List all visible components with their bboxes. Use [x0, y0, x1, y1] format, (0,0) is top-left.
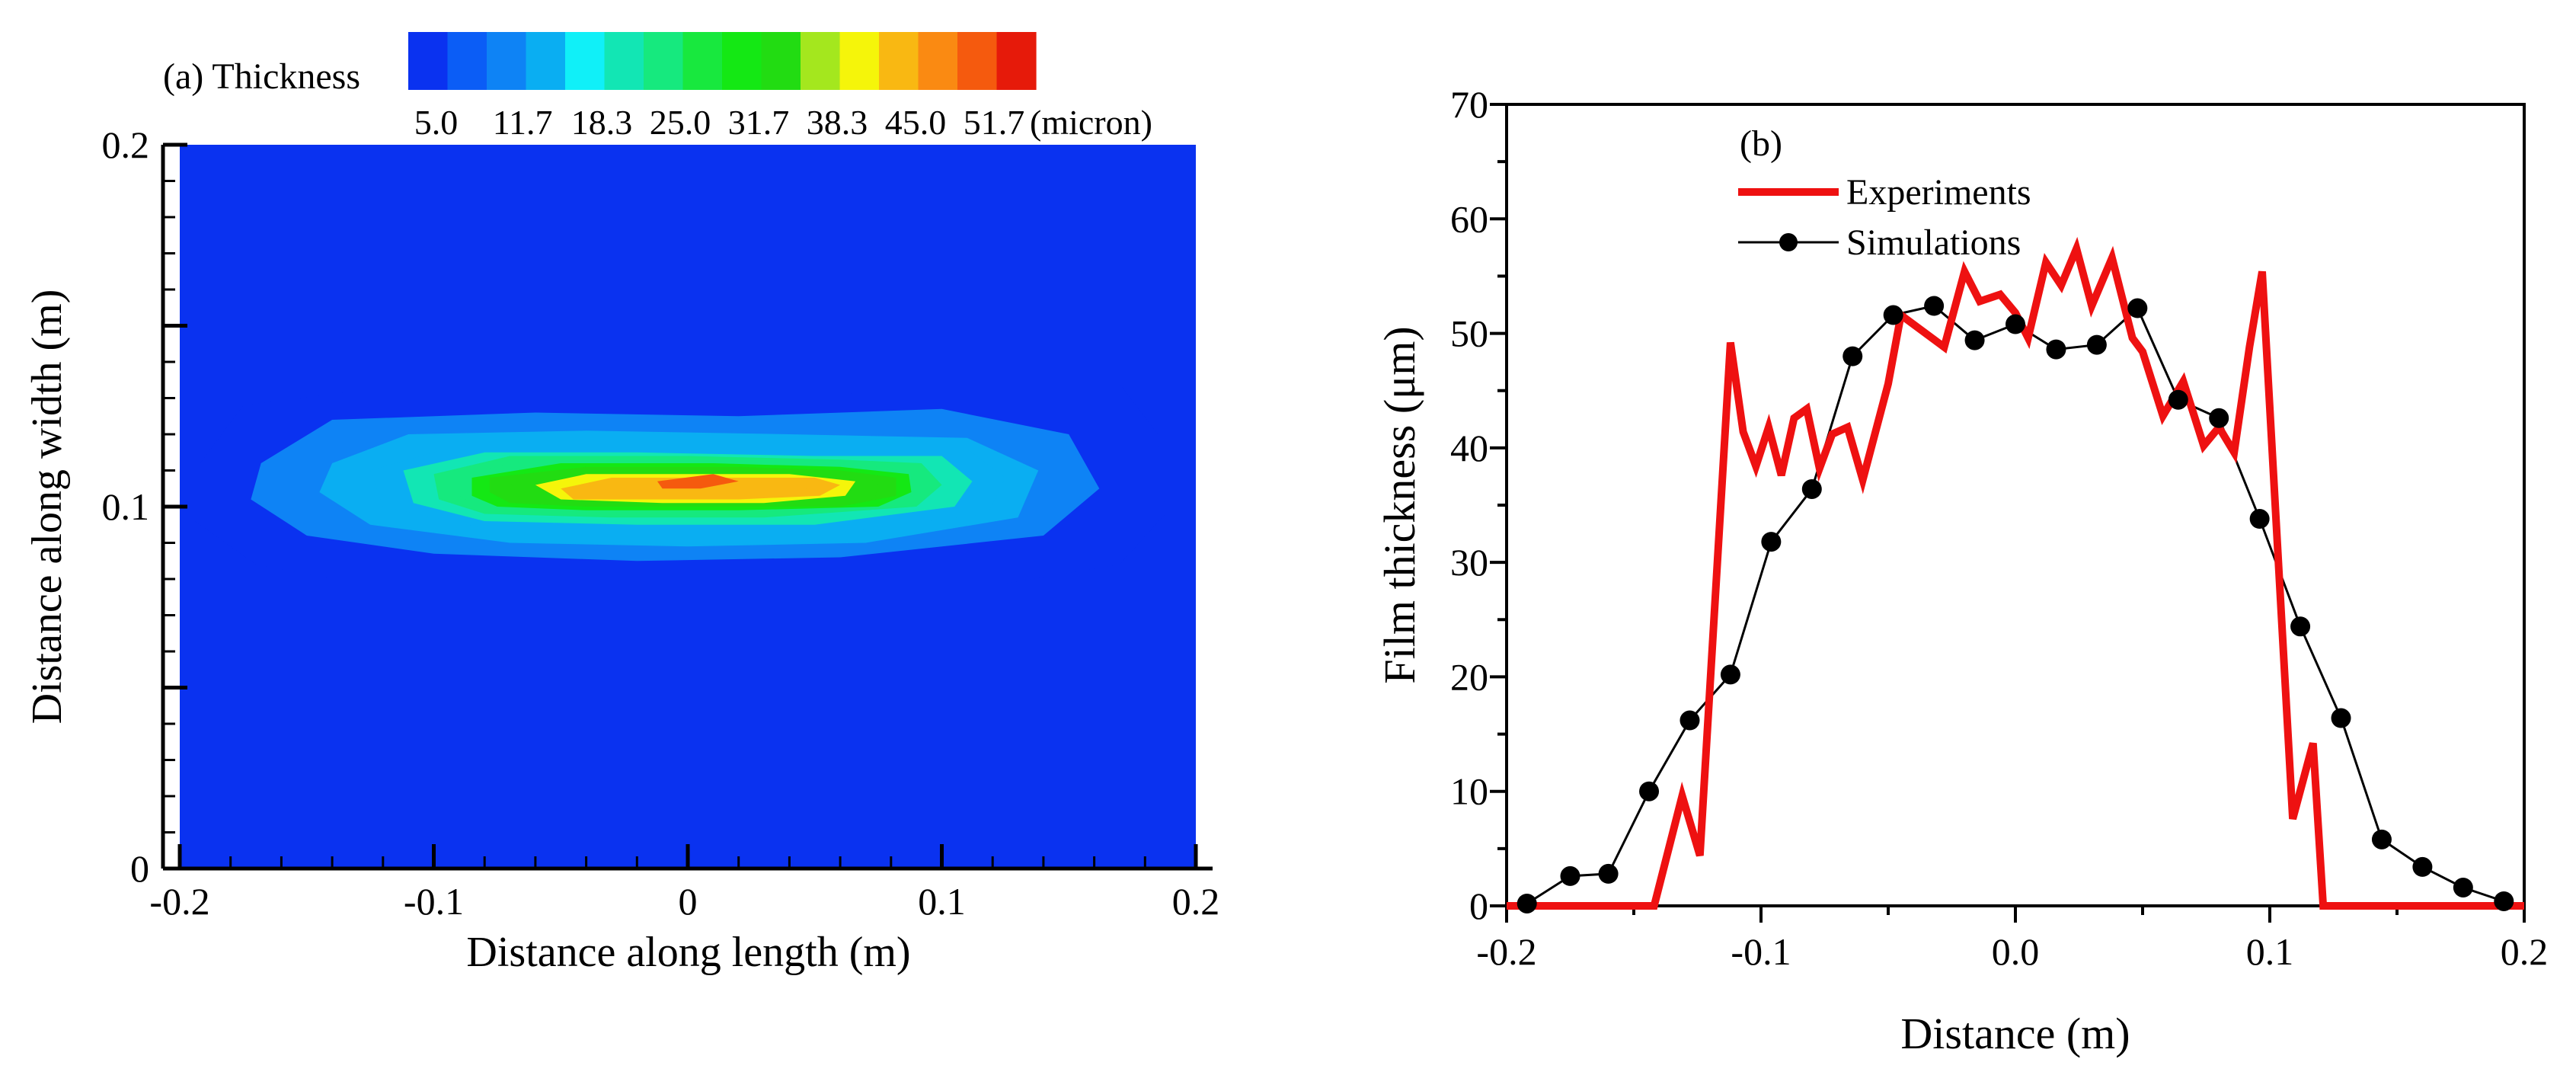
- colorbar-swatch: [644, 32, 684, 90]
- line-chart-y-tick-label: 60: [1450, 197, 1488, 240]
- legend-simulations-marker: [1779, 233, 1798, 251]
- line-chart-x-tick-label: 0.2: [2501, 930, 2549, 973]
- colorbar-swatch: [447, 32, 487, 90]
- simulations-point: [1801, 478, 1822, 499]
- simulations-point: [1517, 893, 1537, 913]
- colorbar-swatch: [761, 32, 801, 90]
- simulations-point: [2046, 339, 2066, 360]
- line-chart-legend: Experiments Simulations: [1738, 172, 2031, 263]
- simulations-point: [2412, 856, 2433, 877]
- contour-x-ticks: -0.2 -0.1 0 0.1 0.2: [149, 844, 1219, 923]
- line-chart-y-ticks: 0 10 20 30 40 50 60 70: [1450, 83, 1507, 927]
- colorbar-swatch: [879, 32, 919, 90]
- line-chart-y-tick-label: 30: [1450, 541, 1488, 584]
- panel-a-contour-plot: -0.2 -0.1 0 0.1 0.2 0 0.1 0.2 Distance along l…: [24, 32, 1219, 976]
- simulations-point: [1883, 305, 1903, 325]
- colorbar-swatch: [801, 32, 841, 90]
- contour-panel-label: (a) Thickness: [163, 56, 360, 97]
- simulations-point: [1598, 863, 1619, 884]
- line-chart-y-axis-label: Film thickness (μm): [1375, 326, 1424, 683]
- simulations-point: [2331, 708, 2351, 728]
- simulations-point: [2290, 616, 2311, 637]
- colorbar-swatch: [722, 32, 762, 90]
- colorbar-tick-label: 51.7: [964, 103, 1025, 142]
- simulations-point: [2127, 298, 2148, 318]
- line-chart-y-tick-label: 10: [1450, 770, 1488, 813]
- colorbar-swatch: [957, 32, 998, 90]
- contour-x-tick-label: 0.1: [918, 880, 966, 923]
- contour-y-axis-label: Distance along width (m): [24, 290, 71, 725]
- colorbar-swatch: [918, 32, 958, 90]
- colorbar-tick-label: 18.3: [571, 103, 633, 142]
- line-chart-series: [1507, 236, 2524, 913]
- colorbar-swatch: [526, 32, 566, 90]
- simulations-point: [1639, 781, 1660, 801]
- colorbar-swatch: [839, 32, 880, 90]
- line-chart-x-tick-label: 0.0: [1992, 930, 2040, 973]
- simulations-point: [2209, 408, 2229, 428]
- simulations-point: [2006, 314, 2025, 334]
- line-chart-panel-label: (b): [1740, 123, 1782, 164]
- contour-x-axis-label: Distance along length (m): [466, 929, 910, 976]
- line-chart-x-ticks: -0.2 -0.1 0.0 0.1 0.2: [1476, 906, 2548, 973]
- simulations-point: [1680, 710, 1700, 731]
- line-chart-y-tick-label: 50: [1450, 312, 1488, 355]
- simulations-point: [1843, 346, 1863, 366]
- colorbar-swatch: [604, 32, 644, 90]
- contour-y-tick-label: 0.2: [102, 123, 150, 166]
- simulations-point: [1720, 664, 1740, 685]
- colorbar-unit: (micron): [1030, 103, 1152, 142]
- colorbar: [408, 32, 1037, 90]
- simulations-point: [2168, 389, 2188, 410]
- contour-y-tick-label: 0: [130, 847, 149, 890]
- simulations-point: [1924, 296, 1945, 316]
- legend-experiments-label: Experiments: [1846, 172, 2031, 213]
- colorbar-tick-label: 38.3: [807, 103, 868, 142]
- experiments-line: [1507, 236, 2524, 910]
- simulations-point: [1761, 532, 1782, 552]
- colorbar-labels: 5.0 11.7 18.3 25.0 31.7 38.3 45.0 51.7: [414, 103, 1025, 142]
- colorbar-tick-label: 31.7: [728, 103, 790, 142]
- simulations-point: [1964, 330, 1985, 350]
- simulations-point: [2249, 509, 2270, 530]
- contour-x-tick-label: -0.2: [149, 880, 209, 923]
- line-chart-x-tick-label: -0.2: [1476, 930, 1536, 973]
- colorbar-swatch: [487, 32, 527, 90]
- line-chart-y-tick-label: 0: [1469, 885, 1488, 927]
- legend-simulations-label: Simulations: [1846, 222, 2021, 263]
- line-chart-y-tick-label: 70: [1450, 83, 1488, 126]
- colorbar-tick-label: 11.7: [493, 103, 553, 142]
- line-chart-x-tick-label: -0.1: [1731, 930, 1791, 973]
- simulations-point: [2494, 891, 2514, 911]
- contour-x-tick-label: -0.1: [404, 880, 464, 923]
- contour-y-tick-label: 0.1: [102, 485, 150, 528]
- contour-levels: [195, 383, 1165, 601]
- panel-b-line-chart: -0.2 -0.1 0.0 0.1 0.2 0 10 20 30 40 50 60 70 Distan…: [1375, 83, 2548, 1058]
- colorbar-swatch: [682, 32, 723, 90]
- simulations-point: [2453, 877, 2473, 897]
- colorbar-swatch: [565, 32, 606, 90]
- colorbar-tick-label: 45.0: [885, 103, 947, 142]
- colorbar-tick-label: 25.0: [650, 103, 711, 142]
- line-chart-y-tick-label: 20: [1450, 655, 1488, 698]
- contour-y-ticks: 0 0.1 0.2: [102, 123, 187, 890]
- contour-region-13: [657, 474, 739, 489]
- colorbar-swatch: [996, 32, 1037, 90]
- colorbar-tick-label: 5.0: [414, 103, 459, 142]
- contour-x-tick-label: 0: [679, 880, 698, 923]
- simulations-point: [2086, 334, 2107, 355]
- simulations-line: [1526, 304, 2504, 905]
- contour-x-tick-label: 0.2: [1172, 880, 1220, 923]
- line-chart-x-tick-label: 0.1: [2246, 930, 2294, 973]
- colorbar-swatch: [408, 32, 449, 90]
- simulations-point: [2371, 829, 2392, 849]
- line-chart-y-tick-label: 40: [1450, 427, 1488, 469]
- line-chart-x-axis-label: Distance (m): [1900, 1009, 2130, 1058]
- simulations-point: [1560, 865, 1580, 886]
